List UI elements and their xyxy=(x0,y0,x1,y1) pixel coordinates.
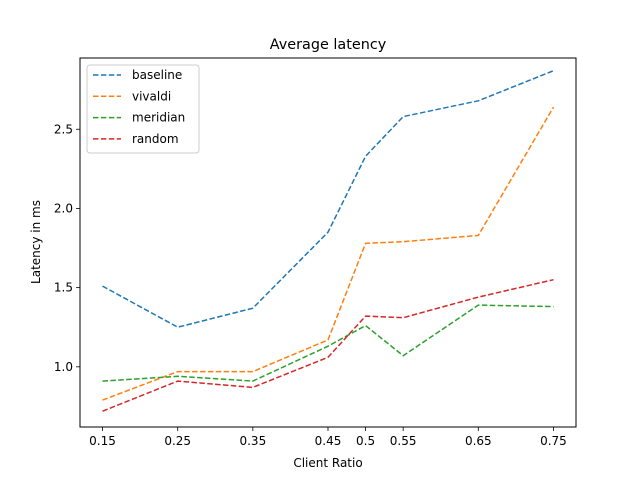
y-tick-label: 1.5 xyxy=(54,281,73,295)
x-tick-label: 0.5 xyxy=(356,434,375,448)
y-tick-label: 2.0 xyxy=(54,201,73,215)
chart-title: Average latency xyxy=(270,37,387,53)
series-line-baseline xyxy=(102,70,554,328)
y-tick-label: 2.5 xyxy=(54,122,73,136)
x-axis-title: Client Ratio xyxy=(293,456,362,470)
x-tick-label: 0.45 xyxy=(315,434,342,448)
series-line-random xyxy=(102,278,554,412)
y-tick-label: 1.0 xyxy=(54,360,73,374)
x-tick-label: 0.55 xyxy=(390,434,417,448)
x-tick-label: 0.25 xyxy=(164,434,191,448)
x-axis-ticks: 0.15 0.25 0.35 0.45 0.5 0.55 0.65 0.75 xyxy=(89,427,567,448)
x-tick-label: 0.15 xyxy=(89,434,116,448)
series-line-vivaldi xyxy=(102,106,555,401)
legend-label-meridian: meridian xyxy=(132,111,185,125)
x-tick-label: 0.35 xyxy=(239,434,266,448)
y-axis-ticks: 1.0 1.5 2.0 2.5 xyxy=(54,122,80,374)
legend-label-random: random xyxy=(132,132,179,146)
legend-label-vivaldi: vivaldi xyxy=(132,89,171,103)
legend-label-baseline: baseline xyxy=(132,68,182,82)
x-tick-label: 0.75 xyxy=(540,434,567,448)
series-lines xyxy=(102,70,555,412)
legend-frame xyxy=(86,64,200,154)
y-axis-title: Latency in ms xyxy=(29,200,43,284)
legend: baseline vivaldi meridian random xyxy=(86,64,200,154)
x-tick-label: 0.65 xyxy=(465,434,492,448)
